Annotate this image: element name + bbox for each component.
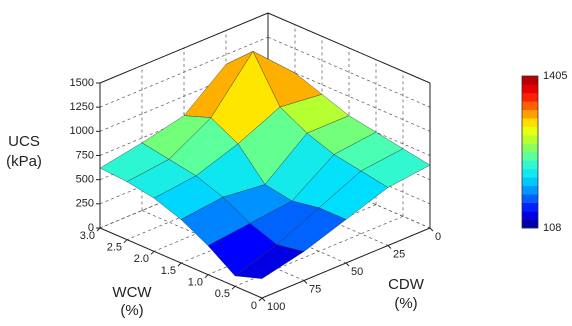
x-tick-label: 2.0 <box>134 253 149 265</box>
colorbar-band <box>522 143 538 153</box>
y-tick-label: 50 <box>351 266 363 278</box>
colorbar-frame <box>521 75 539 229</box>
colorbar-band <box>522 118 538 127</box>
z-axis-label: UCS <box>8 133 40 150</box>
y-tick <box>303 280 308 284</box>
y-tick-label: 0 <box>435 231 441 243</box>
y-tick-label: 25 <box>393 248 405 260</box>
colorbar-band <box>522 168 538 178</box>
surface-cell <box>234 244 305 279</box>
y-tick-label: 100 <box>267 301 285 313</box>
y-tick-label: 75 <box>309 283 321 295</box>
x-tick-label: 3.0 <box>80 230 95 242</box>
x-axis-label: WCW <box>112 284 152 301</box>
colorbar-band <box>522 160 538 170</box>
z-tick-label: 750 <box>76 149 94 161</box>
colorbar-max: 1405 <box>543 70 567 82</box>
z-axis-label: (kPa) <box>6 153 42 170</box>
x-tick-label: 1.0 <box>188 277 203 289</box>
colorbar-band <box>522 126 538 136</box>
colorbar-band <box>522 101 538 111</box>
x-tick-label: 0 <box>251 300 257 312</box>
axis-line <box>267 12 431 84</box>
x-tick <box>204 274 209 279</box>
z-tick-label: 1250 <box>70 101 94 113</box>
y-tick <box>261 297 266 302</box>
x-tick <box>96 227 101 232</box>
x-tick <box>123 239 128 244</box>
colorbar-band <box>522 219 538 229</box>
colorbar-band <box>522 211 538 220</box>
colorbar-band <box>522 177 538 187</box>
z-tick-label: 0 <box>88 222 94 234</box>
z-tick-label: 1000 <box>70 125 94 137</box>
axis-line <box>99 12 269 84</box>
colorbar-band <box>522 76 538 85</box>
x-tick-label: 1.5 <box>161 265 176 277</box>
z-tick-label: 1500 <box>70 77 94 89</box>
y-tick <box>387 245 392 249</box>
x-tick <box>231 285 236 290</box>
colorbar-band <box>522 109 538 119</box>
x-tick-label: 0.5 <box>215 288 230 300</box>
colorbar-band <box>522 194 538 203</box>
colorbar-band <box>522 92 538 102</box>
colorbar-min: 108 <box>543 222 561 234</box>
x-tick <box>177 262 182 267</box>
x-tick-label: 2.5 <box>107 242 122 254</box>
colorbar-band <box>522 185 538 195</box>
colorbar-band <box>522 84 538 94</box>
z-tick-label: 250 <box>76 198 94 210</box>
colorbar-band <box>522 135 538 144</box>
x-tick <box>258 297 263 302</box>
colorbar-band <box>522 202 538 212</box>
y-axis-label: CDW <box>388 276 425 293</box>
y-tick <box>429 227 434 232</box>
y-axis-label: (%) <box>394 295 417 312</box>
x-tick <box>150 250 155 255</box>
colorbar-band <box>522 152 538 161</box>
x-axis-label: (%) <box>120 302 143 319</box>
y-tick <box>345 262 350 267</box>
z-tick-label: 500 <box>76 174 94 186</box>
